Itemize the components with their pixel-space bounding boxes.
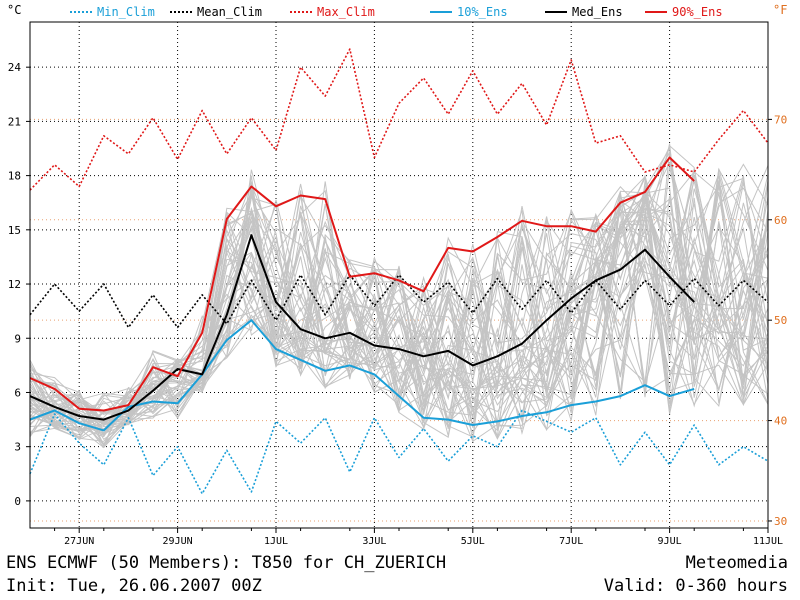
footer-init-time: Init: Tue, 26.06.2007 00Z [6,576,262,596]
ensemble-member-line [29,174,769,440]
y-tick-label-left: 6 [14,386,21,399]
y-axis-unit-right: °F [773,3,787,17]
x-tick-label: 9JUL [658,536,682,547]
x-tick-label: 29JUN [163,536,193,547]
ensemble-member-line [29,161,769,432]
legend-label: Med_Ens [572,5,623,19]
footer-valid-range: Valid: 0-360 hours [603,576,788,596]
y-tick-label-right: 60 [774,214,787,227]
legend-label: Mean_Clim [197,5,262,19]
y-tick-label-right: 30 [774,515,787,528]
y-tick-label-left: 12 [8,278,21,291]
x-tick-label: 7JUL [559,536,583,547]
y-tick-label-left: 9 [14,332,21,345]
legend-label: Max_Clim [317,5,375,19]
axis-tick-labels: 27JUN 29JUN 1JUL 3JUL 5JUL 7JUL 9JUL 11JUL 0 3 6 9 1… [8,61,788,547]
ensemble-member-line [29,186,769,427]
y-axis-unit-left: °C [7,3,21,17]
ensemble-member-line [29,180,769,434]
series-line-10-ens [29,319,695,432]
x-tick-label: 11JUL [753,536,783,547]
ensemble-member-line [29,196,769,437]
x-tick-label: 27JUN [64,536,94,547]
series-line-min-clim [29,409,769,495]
series-line-max-clim [29,48,769,191]
ensemble-member-line [29,173,769,432]
x-tick-label: 3JUL [362,536,386,547]
footer-model-title: ENS ECMWF (50 Members): T850 for CH_ZUER… [6,553,447,573]
legend-label: 10%_Ens [457,5,508,19]
ensemble-member-line [29,197,769,438]
y-tick-label-right: 70 [774,113,787,126]
y-tick-label-left: 24 [8,61,22,74]
series-line-90-ens [29,156,695,412]
series-lines [29,48,769,495]
y-tick-label-left: 15 [8,224,21,237]
y-tick-label-right: 50 [774,314,787,327]
x-tick-label: 5JUL [461,536,485,547]
y-tick-label-left: 3 [14,441,21,454]
ensemble-member-line [29,144,769,443]
ensemble-member-line [29,176,769,424]
ensemble-member-line [29,201,769,436]
y-tick-label-right: 40 [774,415,787,428]
series-line-med-ens [29,234,695,421]
x-tick-label: 1JUL [264,536,288,547]
y-tick-label-left: 18 [8,170,21,183]
ensemble-member-line [29,192,769,436]
legend-label: 90%_Ens [672,5,723,19]
legend-label: Min_Clim [97,5,155,19]
y-tick-label-left: 21 [8,115,21,128]
y-tick-label-left: 0 [14,495,21,508]
legend: Min_Clim Mean_Clim Max_Clim 10%_Ens Med_Ens 9… [70,5,723,19]
ensemble-member-line [29,187,769,442]
footer-provider: Meteomedia [685,553,788,573]
